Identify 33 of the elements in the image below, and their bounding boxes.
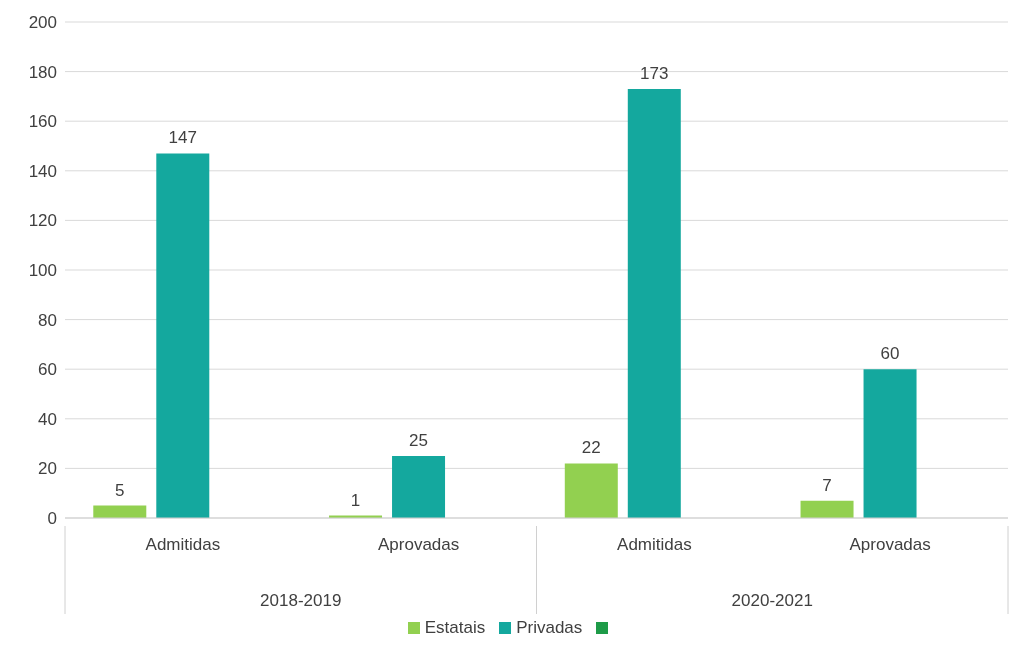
- data-label: 22: [581, 438, 601, 458]
- y-tick-label: 200: [28, 13, 57, 33]
- legend-label: Privadas: [516, 618, 583, 638]
- text: 2020-2021: [731, 591, 813, 610]
- bar: [392, 456, 446, 518]
- y-tick-label: 160: [28, 112, 57, 132]
- data-label: 147: [168, 128, 197, 148]
- y-tick-label: 120: [28, 211, 57, 231]
- y-tick-label: 40: [38, 409, 57, 429]
- x-tick-label: Admitidas: [145, 535, 221, 554]
- y-tick-label: 100: [28, 261, 57, 281]
- y-tick-label: 180: [28, 62, 57, 82]
- y-tick-label: 0: [47, 509, 57, 529]
- data-label: 5: [115, 480, 125, 500]
- bar: [863, 369, 917, 518]
- y-tick-label: 60: [38, 360, 57, 380]
- data-label: 1: [350, 490, 361, 510]
- y-tick-label: 20: [38, 459, 57, 479]
- x-tick-label: Aprovadas: [849, 535, 931, 554]
- bar: [564, 463, 618, 518]
- text: 2018-2019: [260, 591, 342, 610]
- data-label: 25: [409, 431, 428, 450]
- y-tick-label: 80: [38, 310, 57, 330]
- data-label: 173: [640, 63, 669, 83]
- bar: [627, 88, 681, 518]
- bar: [800, 500, 854, 518]
- bar: [156, 153, 210, 518]
- legend-label: Estatais: [424, 618, 486, 638]
- x-tick-label: Aprovadas: [377, 535, 460, 554]
- data-label: 7: [822, 475, 832, 495]
- y-tick-label: 140: [28, 161, 57, 181]
- data-label: 60: [880, 344, 900, 364]
- x-tick-label: Admitidas: [617, 535, 692, 554]
